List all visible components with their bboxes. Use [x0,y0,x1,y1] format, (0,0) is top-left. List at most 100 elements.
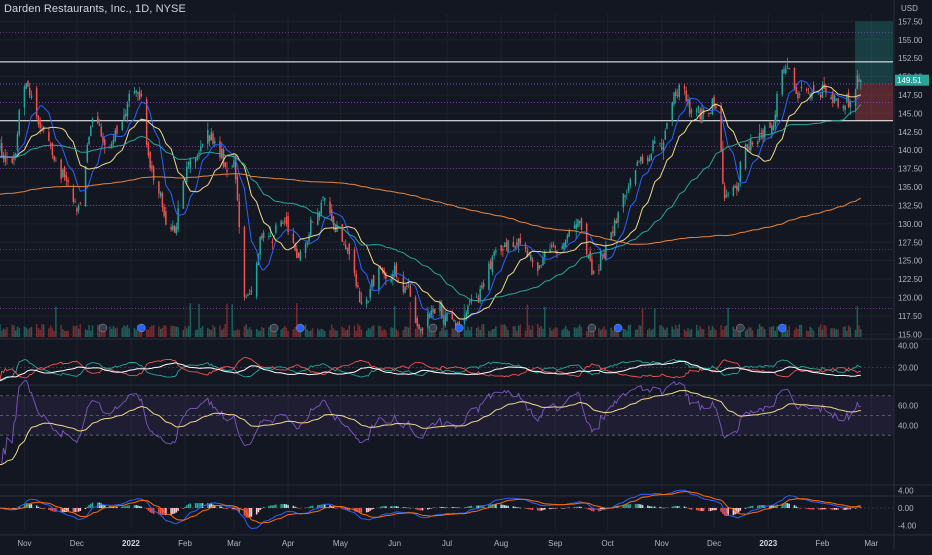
candle-body [268,236,270,237]
candle-body [116,126,118,134]
macd-histogram-bar [507,505,509,508]
volume-bar [97,324,99,337]
macd-histogram-bar [493,504,495,508]
candle-body [676,95,679,96]
candle-body [317,212,319,226]
candle-body [495,250,497,253]
candle-body [652,140,654,152]
macd-histogram-bar [512,506,515,508]
macd-histogram-bar [402,507,405,508]
macd-histogram-bar [781,503,783,508]
volume-bar [18,327,20,337]
candle-body [673,92,675,105]
candle-body [678,84,680,97]
candle-body [397,279,399,282]
volume-bar [819,324,822,337]
volume-bar [233,330,235,337]
volume-bar [245,324,247,337]
volume-bar [0,324,1,337]
macd-histogram-bar [819,508,822,510]
volume-bar [683,329,686,337]
macd-histogram-bar [189,503,192,508]
candle-body [636,162,639,167]
x-tick-label: Mar [227,539,241,548]
macd-histogram-bar [542,508,544,511]
volume-bar [556,327,558,337]
candle-body [430,310,433,318]
macd-histogram-bar [708,508,710,512]
macd-histogram-bar [793,505,796,508]
candle-body [760,133,763,135]
volume-bar [304,324,307,337]
dmi-tick-label: 40.00 [898,342,919,351]
candle-body [16,133,19,151]
volume-bar [365,330,368,337]
macd-histogram-bar [250,508,253,517]
volume-bar [311,328,314,337]
volume-bar [28,327,31,337]
candle-body [126,103,129,117]
macd-histogram-bar [650,506,653,508]
macd-histogram-bar [219,506,221,508]
candle-body [739,161,742,182]
candle-body [283,221,286,223]
volume-bar [762,326,764,337]
macd-histogram-bar [409,507,412,509]
macd-histogram-bar [273,505,275,508]
candle-body [198,152,200,154]
volume-bar [517,325,520,337]
candle-body [723,185,726,199]
volume-bar [540,325,543,337]
macd-tick-label: -4.00 [898,522,917,531]
volume-bar [854,329,857,337]
volume-bar [844,326,846,337]
macd-histogram-bar [378,507,380,509]
macd-histogram-bar [432,507,434,509]
candle-body [28,88,31,96]
candle-body [140,94,143,96]
candle-body [661,147,663,150]
candle-body [247,295,249,296]
macd-histogram-bar [725,508,728,517]
macd-histogram-bar [760,505,763,508]
volume-bar [173,326,176,337]
candle-body [100,126,103,137]
candle-body [690,110,693,113]
candle-body [149,152,151,169]
macd-histogram-bar [477,505,480,508]
volume-bar [208,329,211,337]
candle-body [612,231,614,234]
macd-histogram-bar [446,506,448,508]
macd-histogram-bar [563,508,565,509]
macd-histogram-bar [126,505,129,508]
candle-body [505,242,508,247]
volume-bar [114,328,116,337]
candle-body [811,92,813,99]
candle-body [77,205,80,211]
volume-bar [72,325,75,337]
volume-bar [809,326,811,337]
candle-body [599,252,602,270]
volume-bar [13,325,15,337]
macd-histogram-bar [833,508,836,510]
candle-body [524,244,527,249]
last-price-badge [895,74,929,86]
volume-bar [580,327,583,337]
macd-histogram-bar [825,508,827,510]
volume-bar [48,328,50,337]
volume-bar [2,328,5,337]
volume-bar [324,331,326,337]
volume-bar [282,327,284,337]
candle-body [280,221,282,227]
macd-histogram-bar [296,507,298,509]
macd-histogram-bar [282,504,284,508]
macd-histogram-bar [65,508,68,512]
macd-histogram-bar [564,507,567,509]
macd-histogram-bar [697,508,700,511]
candle-body [196,157,199,160]
volume-bar [493,328,495,337]
price-tick-label: 120.00 [898,294,923,303]
candle-body [475,296,478,298]
